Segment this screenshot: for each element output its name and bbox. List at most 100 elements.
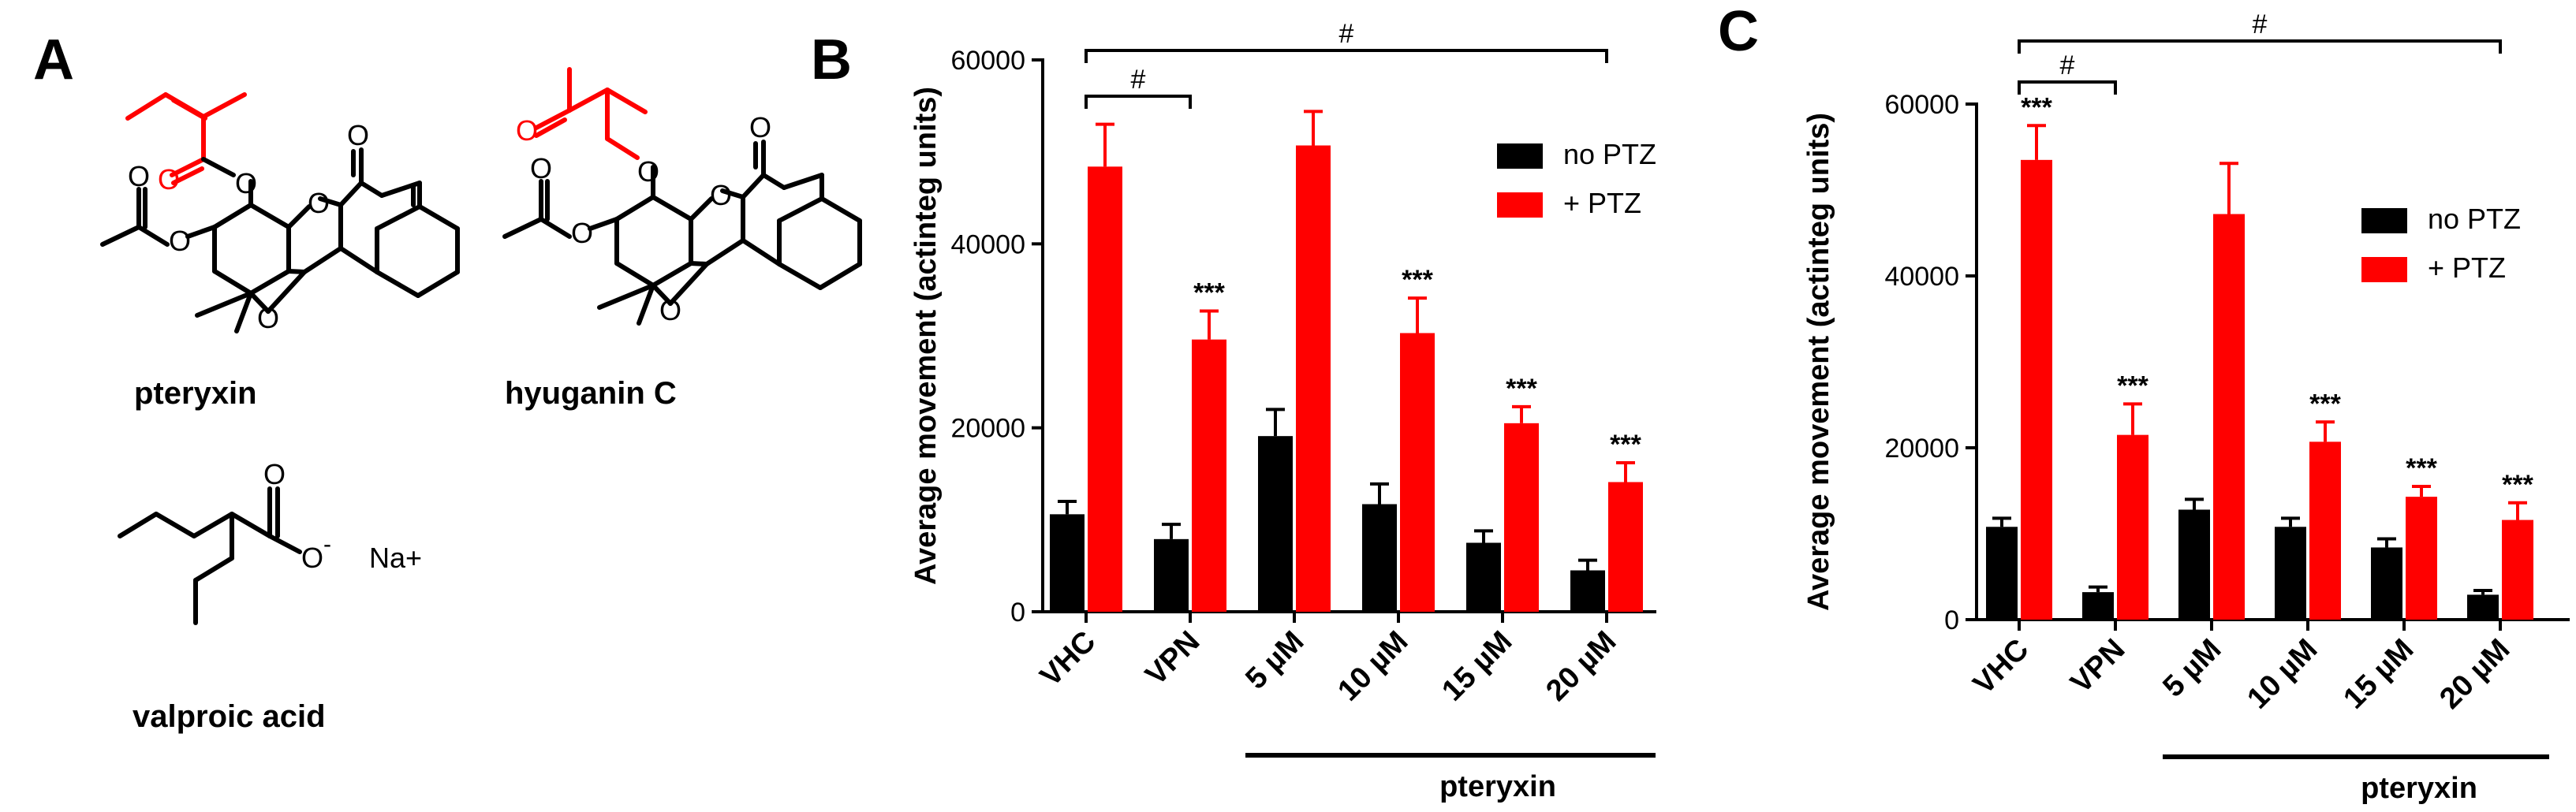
y-axis-label: Average movement (actinteg units) [1802,113,1835,611]
comparison-marker: # [1339,19,1354,49]
legend-label: + PTZ [2428,251,2506,284]
atom-o: O [530,152,552,184]
atom-o: O [308,187,330,219]
bar [2117,434,2149,620]
y-tick-label: 40000 [1884,262,1959,292]
atom-o: O [347,119,369,151]
panel-a: A [33,28,862,734]
x-tick-label: VHC [1967,633,2035,701]
y-axis-label: Average movement (actinteg units) [909,87,943,585]
comparison-marker: # [2253,9,2268,39]
pteryxin-heteroatoms: O O O O O O O [128,119,369,334]
legend-swatch [2361,208,2407,233]
pteryxin-angeloyl-group [125,92,247,185]
comparison-bracket [1085,49,1608,63]
legend-swatch [1497,192,1543,218]
atom-o: O [128,160,150,192]
hyuganin-structure [502,67,862,326]
bar [1466,542,1501,612]
significance-marker: *** [1193,278,1225,308]
legend-swatch [2361,257,2407,282]
atom-o: O [516,114,538,147]
x-tick-label: 5 µM [2156,633,2227,704]
bar [2502,520,2533,620]
significance-marker: *** [1610,430,1641,460]
bar [2371,547,2402,620]
bar [1192,339,1226,612]
bar [2467,594,2499,620]
comparison-bracket [2018,80,2117,95]
bar [2178,509,2210,620]
hyuganin-name: hyuganin C [505,376,677,411]
panel-label-c: C [1718,0,1759,63]
x-tick-label: 15 µM [1435,625,1518,708]
comparison-bracket [2018,39,2502,54]
chart-c: 0 20000 40000 60000 Average movement (actint… [1802,9,2570,805]
comparison-marker: # [1131,65,1146,95]
atom-o: O [169,225,191,257]
pteryxin-structure [100,92,460,333]
comparison-marker: # [2060,50,2075,80]
atom-o: O [749,111,771,143]
bar [1050,514,1085,612]
valproic-atoms: O O - Na+ [263,458,422,574]
x-tick-label: VPN [2064,633,2131,700]
bar [1400,333,1435,612]
y-tick-label: 0 [1010,598,1025,628]
hyuganin-side-chain [534,67,648,160]
atom-o-minus: O [301,542,323,574]
bar [1296,145,1331,612]
significance-marker: *** [2502,470,2533,500]
x-tick-label: VHC [1034,625,1102,693]
bar [1504,423,1539,612]
bar [1154,538,1189,612]
comparison-bracket [1085,95,1192,109]
significance-marker: *** [2309,389,2341,419]
bar [2309,441,2341,620]
group-label: pteryxin [1439,770,1556,803]
y-tick-label: 20000 [1884,434,1959,464]
x-tick-label: 5 µM [1239,625,1310,696]
panel-label-b: B [811,28,852,91]
atom-o: O [158,163,180,196]
x-tick-label: 20 µM [2433,633,2516,716]
y-tick-label: 20000 [950,414,1025,444]
legend-label: + PTZ [1563,187,1641,219]
significance-marker: *** [2406,453,2437,483]
atom-o: O [637,155,659,188]
legend-label: no PTZ [1563,138,1656,170]
atom-o: O [710,179,732,211]
bar [1362,504,1397,612]
x-tick-label: 20 µM [1540,625,1622,708]
atom-o: O [263,458,286,490]
y-tick-label: 60000 [1884,90,1959,120]
bar [1608,482,1643,612]
panel-label-a: A [33,28,74,91]
legend-label: no PTZ [2428,203,2521,235]
bar [2275,527,2306,620]
bar [2213,214,2245,620]
significance-marker: *** [1506,374,1537,404]
legend-swatch [1497,143,1543,169]
significance-marker: *** [2021,92,2052,122]
significance-marker: *** [1402,265,1433,295]
x-tick-label: VPN [1139,625,1206,692]
valproic-structure [118,486,302,625]
bar [1570,570,1605,612]
atom-o: O [659,294,681,326]
bar [1258,436,1293,612]
x-tick-label: 10 µM [1331,625,1414,708]
bar [2082,592,2114,620]
pteryxin-name: pteryxin [134,376,257,411]
y-tick-label: 40000 [950,229,1025,259]
group-label: pteryxin [2361,772,2477,805]
y-tick-label: 0 [1944,605,1959,635]
valproic-name: valproic acid [133,699,326,734]
significance-marker: *** [2117,371,2149,400]
bar [2021,159,2052,620]
sodium-ion: Na+ [369,542,422,574]
atom-o: O [235,167,257,199]
bar [1088,166,1122,613]
